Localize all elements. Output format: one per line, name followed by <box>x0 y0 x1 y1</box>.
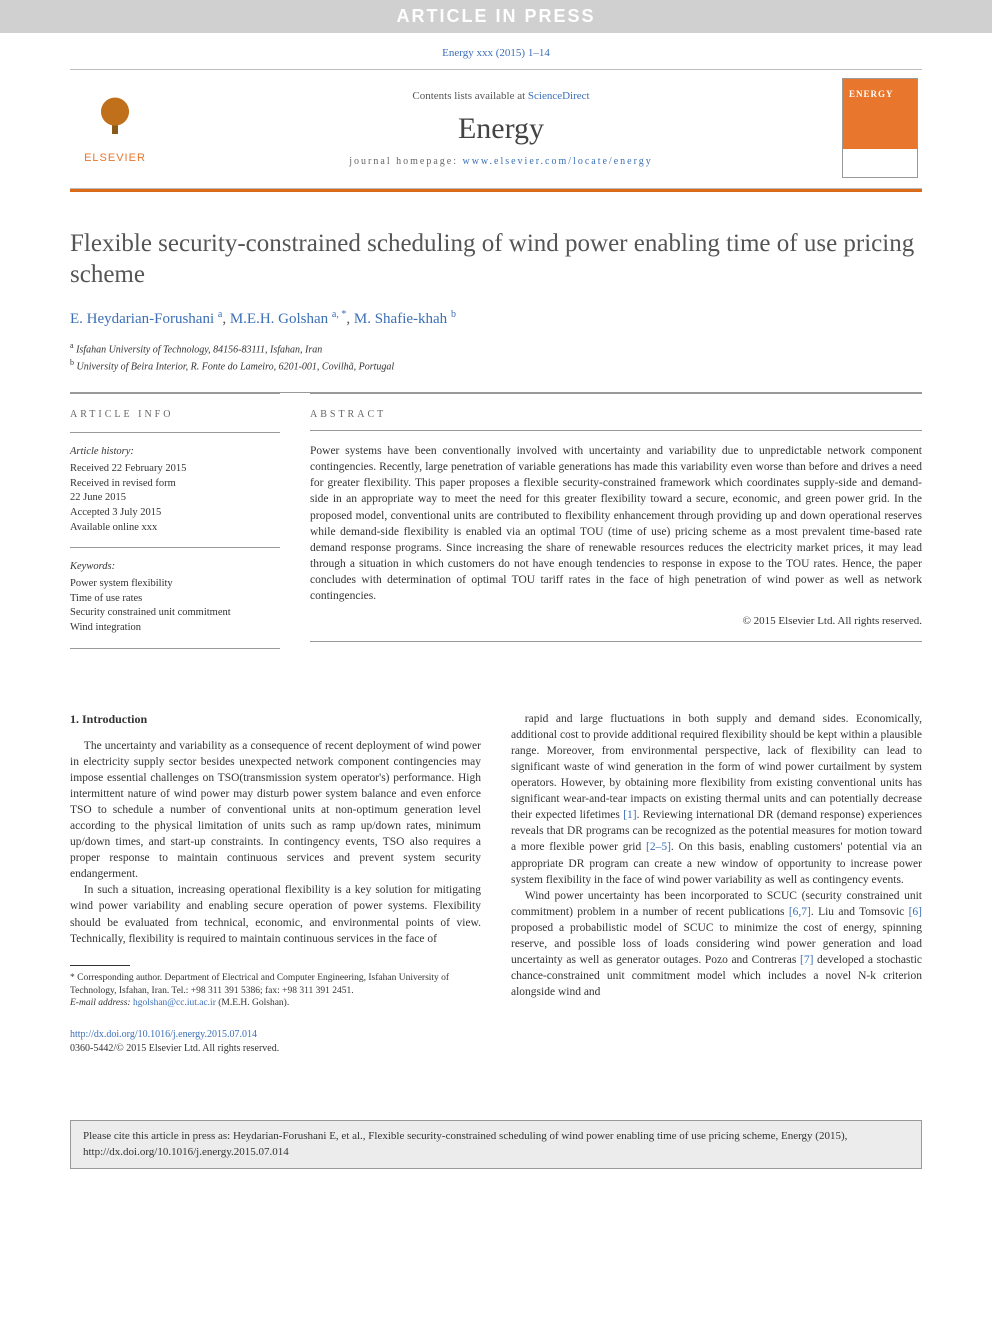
keywords-label: Keywords: <box>70 560 280 575</box>
keyword: Time of use rates <box>70 592 280 607</box>
author-3[interactable]: M. Shafie-khah <box>354 311 447 327</box>
intro-para-3: rapid and large fluctuations in both sup… <box>511 711 922 888</box>
affiliations: a Isfahan University of Technology, 8415… <box>70 340 922 375</box>
journal-cover-thumb <box>842 78 922 178</box>
corresponding-author-note: * Corresponding author. Department of El… <box>70 972 481 998</box>
p3a: rapid and large fluctuations in both sup… <box>511 713 922 822</box>
journal-homepage-line: journal homepage: www.elsevier.com/locat… <box>160 156 842 167</box>
p4b: . Liu and Tomsovic <box>811 906 909 918</box>
history-line: 22 June 2015 <box>70 491 280 506</box>
journal-masthead: ELSEVIER Contents lists available at Sci… <box>70 69 922 189</box>
ref-link-6-7[interactable]: [6,7] <box>789 906 811 918</box>
history-line: Available online xxx <box>70 521 280 536</box>
corr-email-link[interactable]: hgolshan@cc.iut.ac.ir <box>133 998 216 1008</box>
doi-link[interactable]: http://dx.doi.org/10.1016/j.energy.2015.… <box>70 1029 257 1040</box>
contents-prefix: Contents lists available at <box>412 90 527 102</box>
issn-copyright-line: 0360-5442/© 2015 Elsevier Ltd. All right… <box>70 1043 279 1054</box>
keyword: Security constrained unit commitment <box>70 606 280 621</box>
sciencedirect-link[interactable]: ScienceDirect <box>528 90 590 102</box>
elsevier-tree-icon <box>87 92 143 148</box>
author-2[interactable]: M.E.H. Golshan <box>230 311 328 327</box>
cover-thumbnail-icon <box>842 78 918 178</box>
homepage-prefix: journal homepage: <box>349 156 462 167</box>
history-line: Received in revised form <box>70 477 280 492</box>
abstract-panel: ABSTRACT Power systems have been convent… <box>310 393 922 661</box>
ref-link-2-5[interactable]: [2–5] <box>646 841 671 853</box>
history-line: Received 22 February 2015 <box>70 462 280 477</box>
please-cite-box: Please cite this article in press as: He… <box>70 1120 922 1169</box>
article-in-press-banner: ARTICLE IN PRESS <box>0 0 992 33</box>
top-citation: Energy xxx (2015) 1–14 <box>70 33 922 69</box>
intro-para-4: Wind power uncertainty has been incorpor… <box>511 888 922 1001</box>
body-columns: 1. Introduction The uncertainty and vari… <box>70 711 922 1010</box>
article-title: Flexible security-constrained scheduling… <box>70 228 922 291</box>
section-heading-intro: 1. Introduction <box>70 711 481 728</box>
author-1[interactable]: E. Heydarian-Forushani <box>70 311 214 327</box>
intro-para-2: In such a situation, increasing operatio… <box>70 882 481 946</box>
doi-block: http://dx.doi.org/10.1016/j.energy.2015.… <box>70 1028 922 1056</box>
affiliation-a: Isfahan University of Technology, 84156-… <box>76 344 322 355</box>
article-info-panel: ARTICLE INFO Article history: Received 2… <box>70 393 280 661</box>
ref-link-6[interactable]: [6] <box>909 906 922 918</box>
email-who: (M.E.H. Golshan). <box>216 998 289 1008</box>
history-line: Accepted 3 July 2015 <box>70 506 280 521</box>
history-label: Article history: <box>70 445 280 460</box>
journal-name: Energy <box>160 112 842 146</box>
footnotes: * Corresponding author. Department of El… <box>70 972 481 1010</box>
email-label: E-mail address: <box>70 998 133 1008</box>
publisher-logo-block: ELSEVIER <box>70 92 160 164</box>
keyword: Power system flexibility <box>70 577 280 592</box>
article-info-head: ARTICLE INFO <box>70 408 280 422</box>
abstract-copyright: © 2015 Elsevier Ltd. All rights reserved… <box>310 614 922 629</box>
orange-divider <box>70 189 922 192</box>
abstract-text: Power systems have been conventionally i… <box>310 443 922 604</box>
ref-link-1[interactable]: [1] <box>623 809 636 821</box>
journal-homepage-link[interactable]: www.elsevier.com/locate/energy <box>462 156 652 167</box>
intro-para-1: The uncertainty and variability as a con… <box>70 738 481 883</box>
author-list: E. Heydarian-Forushani a, M.E.H. Golshan… <box>70 309 922 328</box>
ref-link-7[interactable]: [7] <box>800 954 813 966</box>
publisher-label: ELSEVIER <box>70 152 160 164</box>
footnote-rule <box>70 965 130 966</box>
affiliation-b: University of Beira Interior, R. Fonte d… <box>77 361 395 372</box>
contents-available-line: Contents lists available at ScienceDirec… <box>160 90 842 102</box>
keyword: Wind integration <box>70 621 280 636</box>
abstract-head: ABSTRACT <box>310 408 922 422</box>
